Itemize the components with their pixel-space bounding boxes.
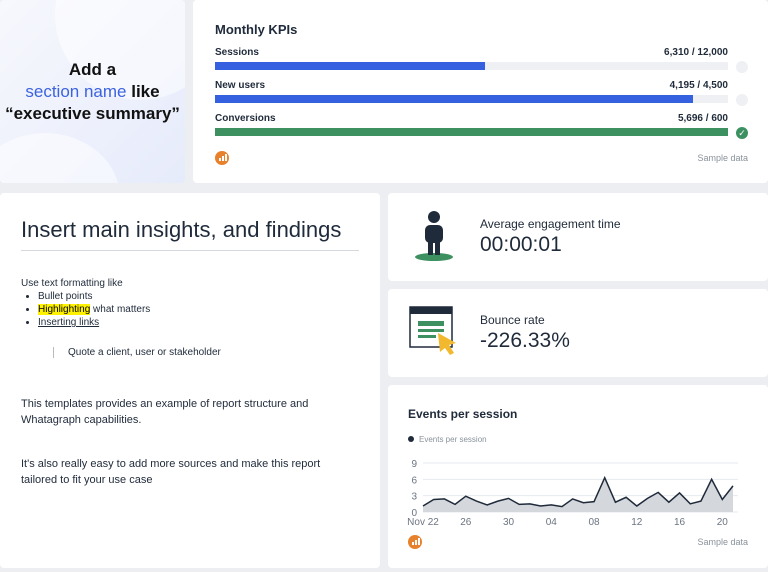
bounce-rate-value: -226.33% [480, 329, 570, 352]
x-tick-label: Nov 22 [407, 517, 439, 528]
x-tick-label: 16 [674, 517, 686, 528]
y-tick-label: 6 [411, 475, 417, 486]
events-title: Events per session [408, 407, 518, 421]
insights-title: Insert main insights, and findings [21, 215, 359, 251]
y-tick-label: 9 [411, 459, 417, 470]
kpi-label: Conversions [215, 113, 276, 124]
browser-cursor-icon [409, 306, 456, 355]
person-icon [415, 211, 453, 261]
kpi-value: 4,195 / 4,500 [669, 80, 728, 91]
x-tick-label: 20 [717, 517, 729, 528]
series-line [422, 475, 734, 508]
highlighted-text: Highlighting [38, 304, 91, 315]
events-chart: 0 3 6 9 Nov 22 26 30 04 08 12 16 20 [407, 459, 738, 528]
kpi-value: 5,696 / 600 [677, 113, 728, 124]
x-tick-label: 04 [546, 517, 558, 528]
inserting-links-link[interactable]: Inserting links [38, 317, 100, 328]
section-text: Add a section name like “executive summa… [5, 59, 180, 123]
kpi-row: New users 4,195 / 4,500 [215, 80, 748, 106]
x-tick-label: 08 [588, 517, 600, 528]
insights-card: Insert main insights, and findings Use t… [0, 193, 380, 568]
sample-data-label: Sample data [697, 537, 748, 547]
bounce-rate-card: Bounce rate -226.33% [388, 289, 768, 377]
kpi-row: Sessions 6,310 / 12,000 [215, 47, 748, 73]
x-tick-label: 12 [631, 517, 643, 528]
kpi-row: Conversions 5,696 / 600 ✓ [215, 113, 748, 139]
kpis-title: Monthly KPIs [215, 22, 298, 37]
kpi-progress-bar [215, 128, 728, 136]
chart-legend: Events per session [408, 435, 748, 444]
kpi-progress-bar [215, 62, 728, 70]
kpi-progress-bar [215, 95, 728, 103]
x-tick-label: 30 [503, 517, 515, 528]
y-tick-label: 0 [411, 508, 417, 519]
engagement-card: Average engagement time 00:00:01 [388, 193, 768, 281]
x-tick-label: 26 [460, 517, 472, 528]
status-dot [736, 61, 748, 73]
sample-data-label: Sample data [697, 153, 748, 163]
bar-chart-icon [215, 151, 229, 165]
bullet-list: Bullet points Highlighting what matters … [38, 290, 359, 329]
series-area [423, 477, 733, 512]
kpi-label: New users [215, 80, 266, 91]
kpi-label: Sessions [215, 47, 259, 58]
monthly-kpis-card: Monthly KPIs Sessions 6,310 / 12,000 New … [193, 0, 768, 183]
y-tick-label: 3 [411, 492, 417, 503]
status-dot [736, 94, 748, 106]
bar-chart-icon [408, 535, 422, 549]
check-icon: ✓ [736, 127, 748, 139]
kpi-value: 6,310 / 12,000 [664, 47, 728, 58]
section-name-card: Add a section name like “executive summa… [0, 0, 185, 183]
quote-block: Quote a client, user or stakeholder [53, 347, 359, 358]
events-per-session-card: Events per session Events per session 0 3… [388, 385, 768, 568]
engagement-value: 00:00:01 [480, 233, 562, 256]
